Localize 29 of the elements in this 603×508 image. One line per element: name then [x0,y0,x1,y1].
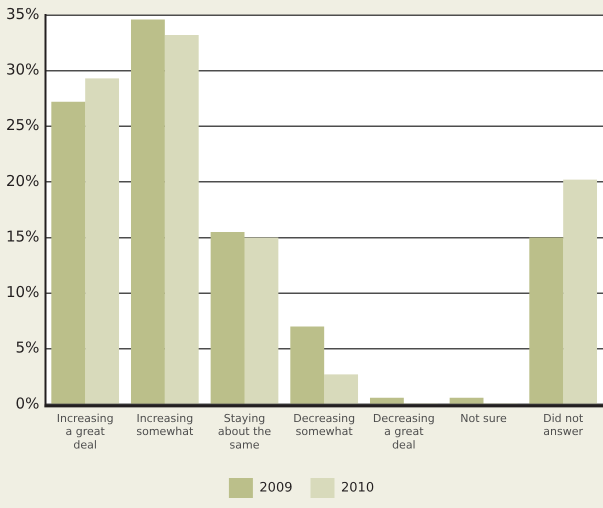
bar [563,180,598,404]
bar [130,19,165,404]
y-tick-label: 30% [6,60,40,79]
y-tick-label: 0% [16,394,40,412]
legend-label: 2010 [341,480,374,496]
x-tick-label: Decreasing a great deal [372,412,435,452]
bar [85,78,120,404]
bar [51,102,86,404]
y-tick-label: 25% [6,116,40,134]
x-tick-label: Increasing somewhat [136,412,194,438]
bar [210,232,245,404]
bar [370,398,404,404]
bar [450,398,484,404]
y-tick-label: 5% [16,338,40,357]
x-tick-label: Increasing a great deal [56,412,114,452]
bar [529,238,564,404]
y-tick-label: 10% [6,283,40,302]
bar [324,374,358,404]
x-tick-label: Did not answer [543,412,584,438]
bar [244,238,278,404]
y-tick-label: 35% [6,4,40,23]
x-tick-label: Staying about the same [218,412,272,452]
bar [164,35,199,404]
bar [290,326,324,404]
legend-label: 2009 [259,480,293,496]
y-tick-label: 15% [6,227,40,246]
y-tick-label: 20% [6,172,40,190]
x-tick-label: Decreasing somewhat [293,412,356,438]
x-tick-label: Not sure [460,412,507,425]
